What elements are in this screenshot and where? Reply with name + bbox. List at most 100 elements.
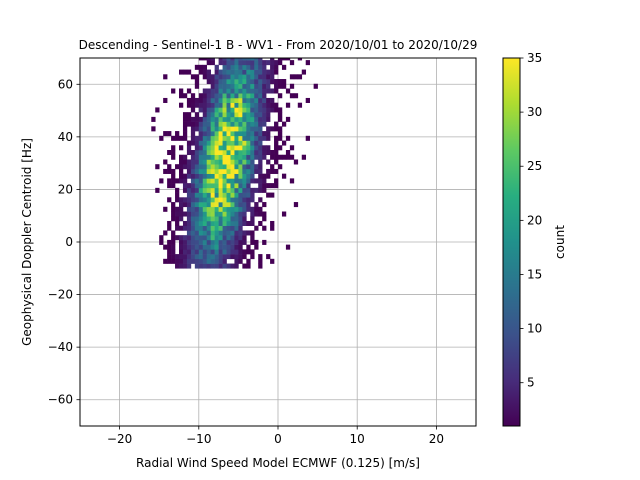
heatmap-cell [206,131,211,137]
heatmap-cell [194,206,200,212]
heatmap-cell [202,183,208,189]
heatmap-cell [250,254,255,260]
colorbar-tick-label: 5 [527,376,535,390]
heatmap-cell [194,112,200,118]
heatmap-cell [190,183,196,189]
heatmap-cell [262,64,267,70]
heatmap-cell [218,112,223,118]
heatmap-cell [218,244,223,250]
heatmap-cell [179,206,184,212]
heatmap-cell [230,178,235,184]
heatmap-cell [171,145,176,151]
heatmap-cell [202,126,208,132]
heatmap-cell [226,112,231,118]
heatmap-cell [198,69,204,75]
heatmap-cell [226,211,231,217]
heatmap-cell [222,197,227,203]
heatmap-cell [266,69,271,75]
heatmap-cell [198,187,204,193]
heatmap-cell [246,60,251,66]
heatmap-cell [238,69,243,75]
heatmap-cell [238,164,243,170]
heatmap-cell [194,211,200,217]
heatmap-cell [266,88,271,94]
heatmap-cell [214,69,219,75]
chart-title: Descending - Sentinel-1 B - WV1 - From 2… [79,38,478,52]
heatmap-cell [210,258,215,264]
heatmap-cell [262,225,267,231]
heatmap-cell [202,168,208,174]
colorbar-tick-label: 20 [527,213,542,227]
heatmap-cell [210,58,215,61]
heatmap-cell [186,216,192,222]
heatmap-cell [234,173,239,179]
heatmap-cell [230,211,235,217]
heatmap-cell [230,97,235,103]
heatmap-cell [246,150,251,156]
heatmap-cell [238,60,243,66]
heatmap-cell [234,178,239,184]
heatmap-cell [262,173,267,179]
heatmap-cell [250,211,255,217]
heatmap-cell [202,235,208,241]
heatmap-cell [258,154,263,160]
heatmap-cell [238,211,243,217]
heatmap-cell [281,140,287,146]
heatmap-cell [218,202,223,208]
heatmap-cell [234,206,239,212]
heatmap-cell [222,69,227,75]
heatmap-cell [230,69,235,75]
heatmap-cell [230,168,235,174]
heatmap-cell [175,135,180,141]
heatmap-cell [250,150,255,156]
heatmap-cell [210,225,215,231]
heatmap-cell [258,102,263,108]
heatmap-cell [198,225,204,231]
heatmap-cell [242,254,247,260]
heatmap-cell [179,197,184,203]
heatmap-cell [186,150,192,156]
heatmap-cell [210,254,215,260]
heatmap-cell [270,102,275,108]
heatmap-cell [258,126,263,132]
heatmap-cell [186,220,192,226]
heatmap-cell [194,145,200,151]
heatmap-cell [266,159,271,165]
heatmap-cell [246,83,251,89]
heatmap-cell [250,121,255,127]
heatmap-cell [226,254,231,260]
heatmap-cell [234,116,239,122]
heatmap-cell [242,131,247,137]
heatmap-cell [230,249,235,255]
heatmap-cell [226,107,231,113]
heatmap-cell [242,216,247,222]
heatmap-cell [258,93,263,99]
heatmap-cell [270,97,275,103]
heatmap-cell [266,168,271,174]
heatmap-cell [230,112,235,118]
heatmap-cell [190,93,196,99]
heatmap-cell [190,225,196,231]
heatmap-cell [270,107,275,113]
heatmap-cell [242,220,247,226]
heatmap-cell [222,79,227,85]
heatmap-cell [254,83,259,89]
heatmap-cell [198,135,204,141]
heatmap-cell [222,154,227,160]
heatmap-cell [190,173,196,179]
heatmap-cell [206,150,211,156]
heatmap-cell [206,244,211,250]
heatmap-cell [186,239,192,245]
heatmap-cell [250,107,255,113]
heatmap-cell [254,140,259,146]
heatmap-cell [238,145,243,151]
heatmap-cell [179,211,184,217]
heatmap-cell [254,202,259,208]
heatmap-cell [250,116,255,122]
heatmap-cell [230,93,235,99]
heatmap-cell [222,121,227,127]
heatmap-cell [266,112,271,118]
heatmap-cell [230,187,235,193]
heatmap-cell [182,159,188,165]
heatmap-cell [222,131,227,137]
